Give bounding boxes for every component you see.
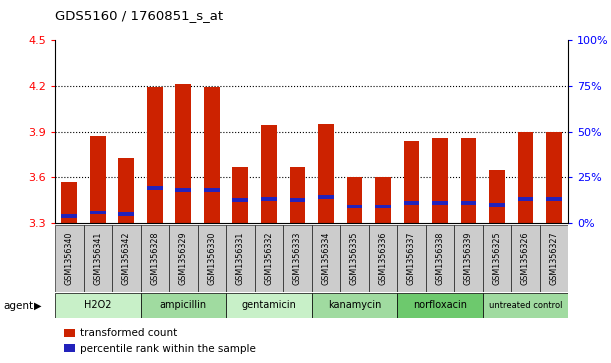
Bar [397, 293, 483, 318]
Text: GSM1356338: GSM1356338 [436, 232, 444, 285]
Bar [432, 138, 448, 223]
Text: GSM1356341: GSM1356341 [93, 232, 102, 285]
Bar [90, 136, 106, 223]
Text: kanamycin: kanamycin [327, 300, 381, 310]
Text: GSM1356342: GSM1356342 [122, 232, 131, 285]
Text: gentamicin: gentamicin [241, 300, 296, 310]
Bar [483, 225, 511, 292]
Text: GSM1356337: GSM1356337 [407, 232, 416, 285]
Bar [489, 170, 505, 223]
Text: GSM1356328: GSM1356328 [150, 232, 159, 285]
Text: GDS5160 / 1760851_s_at: GDS5160 / 1760851_s_at [55, 9, 223, 22]
Bar [204, 188, 219, 192]
Text: GSM1356330: GSM1356330 [207, 232, 216, 285]
Bar [84, 225, 112, 292]
Bar [546, 197, 562, 201]
Bar [312, 225, 340, 292]
Bar [546, 131, 562, 223]
Bar [368, 225, 397, 292]
Text: GSM1356334: GSM1356334 [321, 232, 331, 285]
Bar [483, 293, 568, 318]
Bar [261, 126, 277, 223]
Bar [375, 178, 391, 223]
Bar [318, 195, 334, 199]
Bar [290, 167, 306, 223]
Bar [261, 197, 277, 201]
Bar [518, 197, 533, 201]
Bar [346, 178, 362, 223]
Legend: transformed count, percentile rank within the sample: transformed count, percentile rank withi… [60, 324, 260, 358]
Bar [518, 131, 533, 223]
Bar [147, 87, 163, 223]
Text: GSM1356329: GSM1356329 [179, 232, 188, 285]
Text: GSM1356333: GSM1356333 [293, 232, 302, 285]
Bar [312, 293, 397, 318]
Bar [397, 225, 426, 292]
Bar [175, 188, 191, 192]
Bar [204, 87, 219, 223]
Bar [119, 158, 134, 223]
Text: GSM1356335: GSM1356335 [350, 232, 359, 285]
Bar [141, 225, 169, 292]
Bar [119, 212, 134, 216]
Text: GSM1356327: GSM1356327 [549, 232, 558, 285]
Bar [232, 167, 248, 223]
Bar [90, 211, 106, 215]
Bar [61, 214, 77, 217]
Bar [375, 204, 391, 208]
Text: GSM1356332: GSM1356332 [265, 232, 273, 285]
Text: ampicillin: ampicillin [159, 300, 207, 310]
Bar [226, 225, 255, 292]
Bar [61, 182, 77, 223]
Bar [432, 201, 448, 205]
Bar [461, 138, 477, 223]
Bar [197, 225, 226, 292]
Bar [112, 225, 141, 292]
Bar [55, 225, 84, 292]
Bar [426, 225, 454, 292]
Text: GSM1356331: GSM1356331 [236, 232, 245, 285]
Bar [55, 293, 141, 318]
Bar [290, 199, 306, 202]
Bar [318, 124, 334, 223]
Text: H2O2: H2O2 [84, 300, 112, 310]
Bar [454, 225, 483, 292]
Text: GSM1356336: GSM1356336 [378, 232, 387, 285]
Bar [141, 293, 226, 318]
Text: norfloxacin: norfloxacin [413, 300, 467, 310]
Text: GSM1356339: GSM1356339 [464, 232, 473, 285]
Bar [403, 141, 419, 223]
Bar [511, 225, 540, 292]
Text: untreated control: untreated control [489, 301, 562, 310]
Text: GSM1356340: GSM1356340 [65, 232, 74, 285]
Bar [489, 203, 505, 207]
Bar [147, 186, 163, 190]
Bar [403, 201, 419, 205]
Bar [255, 225, 283, 292]
Bar [346, 204, 362, 208]
Bar [232, 199, 248, 202]
Bar [340, 225, 368, 292]
Bar [169, 225, 197, 292]
Text: GSM1356326: GSM1356326 [521, 232, 530, 285]
Text: agent: agent [3, 301, 33, 311]
Bar [461, 201, 477, 205]
Bar [283, 225, 312, 292]
Text: GSM1356325: GSM1356325 [492, 232, 502, 285]
Bar [175, 84, 191, 223]
Bar [540, 225, 568, 292]
Text: ▶: ▶ [34, 301, 41, 311]
Bar [226, 293, 312, 318]
